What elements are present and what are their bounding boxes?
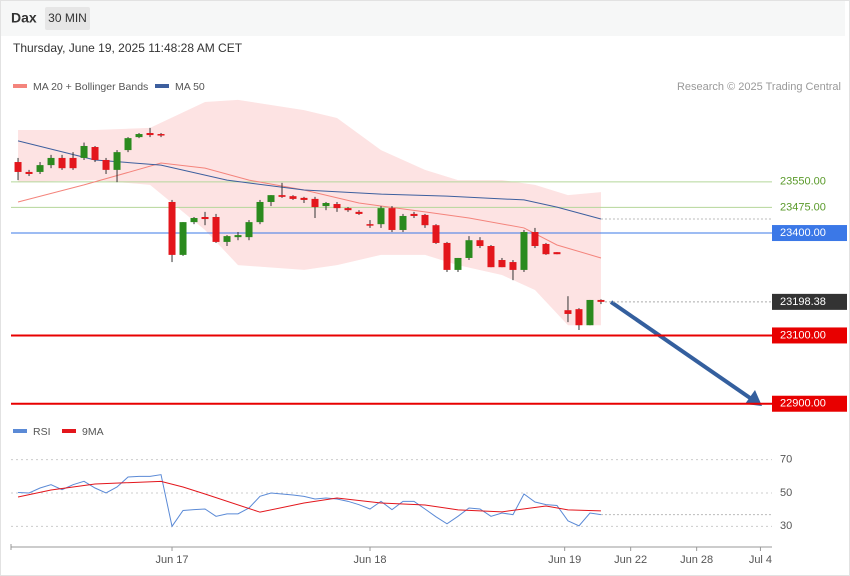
plot: 23550.00 23475.00 23400.00 23198.38 23100.00…	[10, 81, 847, 566]
candle-body	[223, 236, 231, 242]
candle-body	[575, 309, 583, 326]
x-tick-label: Jun 22	[614, 554, 647, 566]
legend-swatch	[62, 429, 76, 433]
candle-body	[91, 147, 99, 160]
level-label: 22900.00	[780, 398, 826, 410]
legend-label: MA 50	[175, 81, 205, 93]
candle-body	[212, 216, 220, 242]
interval[interactable]: 30 MIN	[48, 11, 87, 25]
candle-body	[201, 216, 209, 220]
candle-body	[157, 134, 165, 136]
candle-body	[179, 222, 187, 255]
level-box	[772, 293, 847, 310]
candle-body	[102, 159, 110, 170]
candle-body	[322, 202, 330, 207]
y-tick-label: 50	[780, 487, 792, 499]
candle-body	[80, 145, 88, 158]
level-label: 23100.00	[780, 329, 826, 341]
candle-body	[553, 252, 561, 255]
candle-body	[69, 157, 77, 169]
legend-label: MA 20 + Bollinger Bands	[33, 81, 148, 93]
candle-body	[432, 225, 440, 243]
candle-body	[234, 235, 242, 238]
candle-body	[124, 138, 132, 151]
candle-body	[245, 222, 253, 238]
timestamp: Thursday, June 19, 2025 11:48:28 AM CET	[13, 41, 243, 55]
candle-body	[344, 208, 352, 211]
candle-body	[399, 215, 407, 230]
symbol: Dax	[11, 10, 37, 26]
candle-body	[520, 232, 528, 270]
candle-body	[36, 165, 44, 172]
candle-body	[135, 134, 143, 138]
legend-label: 9MA	[82, 426, 104, 438]
y-tick-label: 70	[780, 454, 792, 466]
level-box	[772, 395, 847, 412]
candle-body	[443, 242, 451, 270]
interval-button[interactable]	[45, 7, 90, 30]
candle-body	[256, 201, 264, 223]
candle-body	[278, 195, 286, 197]
candle-body	[333, 204, 341, 209]
candle-body	[25, 171, 33, 174]
legend-swatch	[13, 84, 27, 88]
x-tick-label: Jun 28	[680, 554, 713, 566]
candle-body	[311, 198, 319, 208]
candle-body	[113, 152, 121, 170]
candle-body	[300, 197, 308, 200]
candle-body	[454, 257, 462, 270]
candle-body	[421, 214, 429, 226]
candle-body	[190, 218, 198, 223]
candle-body	[465, 240, 473, 258]
level-box	[772, 225, 847, 242]
candle-body	[586, 299, 594, 326]
candle-body	[366, 224, 374, 226]
candle-body	[267, 195, 275, 202]
level-label: 23550.00	[780, 176, 826, 188]
candle-body	[14, 162, 22, 172]
candle-body	[564, 310, 572, 314]
candle-body	[58, 157, 66, 169]
rsi-line	[17, 480, 601, 513]
legend-label: RSI	[33, 426, 51, 438]
candle-body	[498, 260, 506, 268]
x-tick-label: Jun 17	[156, 554, 189, 566]
legend-swatch	[13, 429, 27, 433]
level-label: 23400.00	[780, 227, 826, 239]
candle-body	[47, 157, 55, 166]
candle-body	[410, 213, 418, 216]
candle-body	[487, 246, 495, 268]
y-tick-label: 30	[780, 520, 792, 532]
level-label: 23198.38	[780, 296, 826, 308]
x-tick-label: Jun 19	[548, 554, 581, 566]
candle-body	[377, 208, 385, 225]
level-label: 23475.00	[780, 201, 826, 213]
legend-swatch	[155, 84, 169, 88]
candle-body	[542, 243, 550, 255]
x-tick-label: Jun 18	[353, 554, 386, 566]
candle-body	[476, 240, 484, 247]
candle-body	[388, 208, 396, 230]
candle-body	[168, 201, 176, 255]
header-bar	[1, 1, 845, 36]
level-box	[772, 327, 847, 344]
candle-body	[509, 262, 517, 270]
candle-body	[597, 299, 605, 302]
bollinger-band	[18, 99, 601, 326]
ma-line	[17, 140, 602, 220]
candle-body	[531, 232, 539, 247]
ma-line	[17, 162, 602, 259]
x-tick-label: Jul 4	[749, 554, 772, 566]
credit: Research © 2025 Trading Central	[677, 81, 841, 93]
candle-body	[146, 133, 154, 136]
arrow-head	[745, 390, 762, 406]
forecast-arrow	[609, 300, 755, 402]
candle-body	[289, 196, 297, 199]
rsi-line	[18, 474, 602, 528]
candle-body	[355, 211, 363, 214]
